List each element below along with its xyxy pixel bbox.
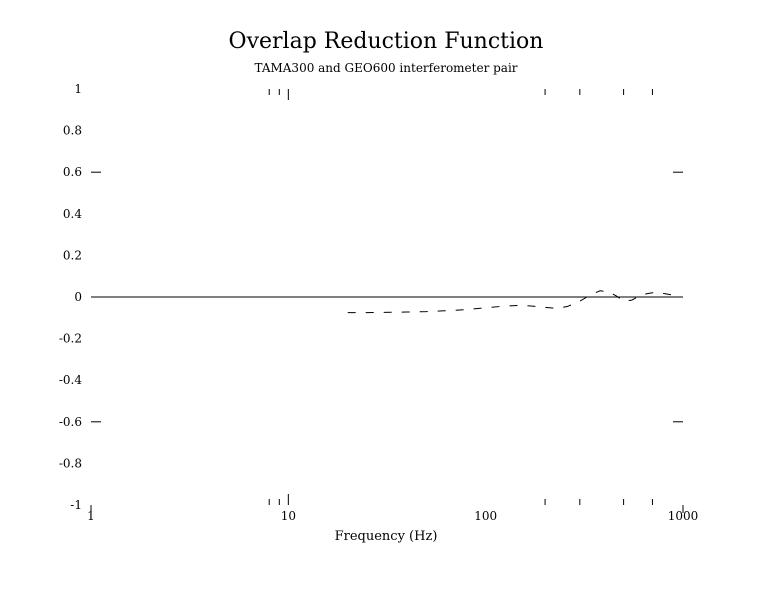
y-tick-label: -0.4 xyxy=(59,373,83,387)
chart-title: Overlap Reduction Function xyxy=(229,29,544,54)
x-tick-label: 100 xyxy=(474,509,497,523)
chart-subtitle: TAMA300 and GEO600 interferometer pair xyxy=(254,61,517,75)
y-tick-label: 0.8 xyxy=(63,124,82,138)
series-group xyxy=(347,290,673,314)
x-axis-ticks: 1 10 100 1000 xyxy=(87,89,698,523)
y-tick-label: -1 xyxy=(70,498,82,512)
x-tick-label: 1 xyxy=(87,509,95,523)
y-tick-label: 0.6 xyxy=(63,165,82,179)
y-tick-label: 0.4 xyxy=(63,207,82,221)
x-axis-label: Frequency (Hz) xyxy=(335,529,438,544)
y-axis-ticks: 1 0.8 0.6 0.4 0.2 0 -0.2 -0.4 -0.6 -0.8 -1 xyxy=(59,82,683,512)
y-tick-label: 1 xyxy=(74,82,82,96)
x-tick-label: 1000 xyxy=(668,509,699,523)
x-tick-label: 10 xyxy=(281,509,296,523)
y-tick-label: 0 xyxy=(74,290,82,304)
y-tick-label: -0.2 xyxy=(59,332,82,346)
y-tick-label: -0.8 xyxy=(59,456,82,470)
y-tick-label: 0.2 xyxy=(63,248,82,262)
y-tick-label: -0.6 xyxy=(59,415,82,429)
series-line xyxy=(347,290,673,314)
